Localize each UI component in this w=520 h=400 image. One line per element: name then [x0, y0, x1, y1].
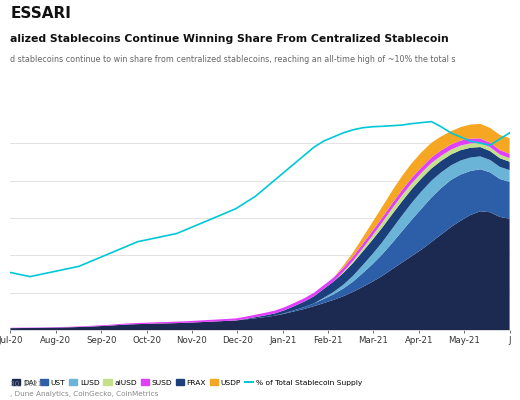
Text: , Dune Analytics, CoinGecko, CoinMetrics: , Dune Analytics, CoinGecko, CoinMetrics [10, 391, 159, 397]
Text: alized Stablecoins Continue Winning Share From Centralized Stablecoin: alized Stablecoins Continue Winning Shar… [10, 34, 449, 44]
Legend: DAI, UST, LUSD, alUSD, SUSD, FRAX, USDP, % of Total Stablecoin Supply: DAI, UST, LUSD, alUSD, SUSD, FRAX, USDP,… [9, 376, 365, 389]
Text: ESSARI: ESSARI [10, 6, 71, 21]
Text: d stablecoins continue to win share from centralized stablecoins, reaching an al: d stablecoins continue to win share from… [10, 55, 456, 64]
Text: 30, 2021: 30, 2021 [10, 381, 43, 387]
